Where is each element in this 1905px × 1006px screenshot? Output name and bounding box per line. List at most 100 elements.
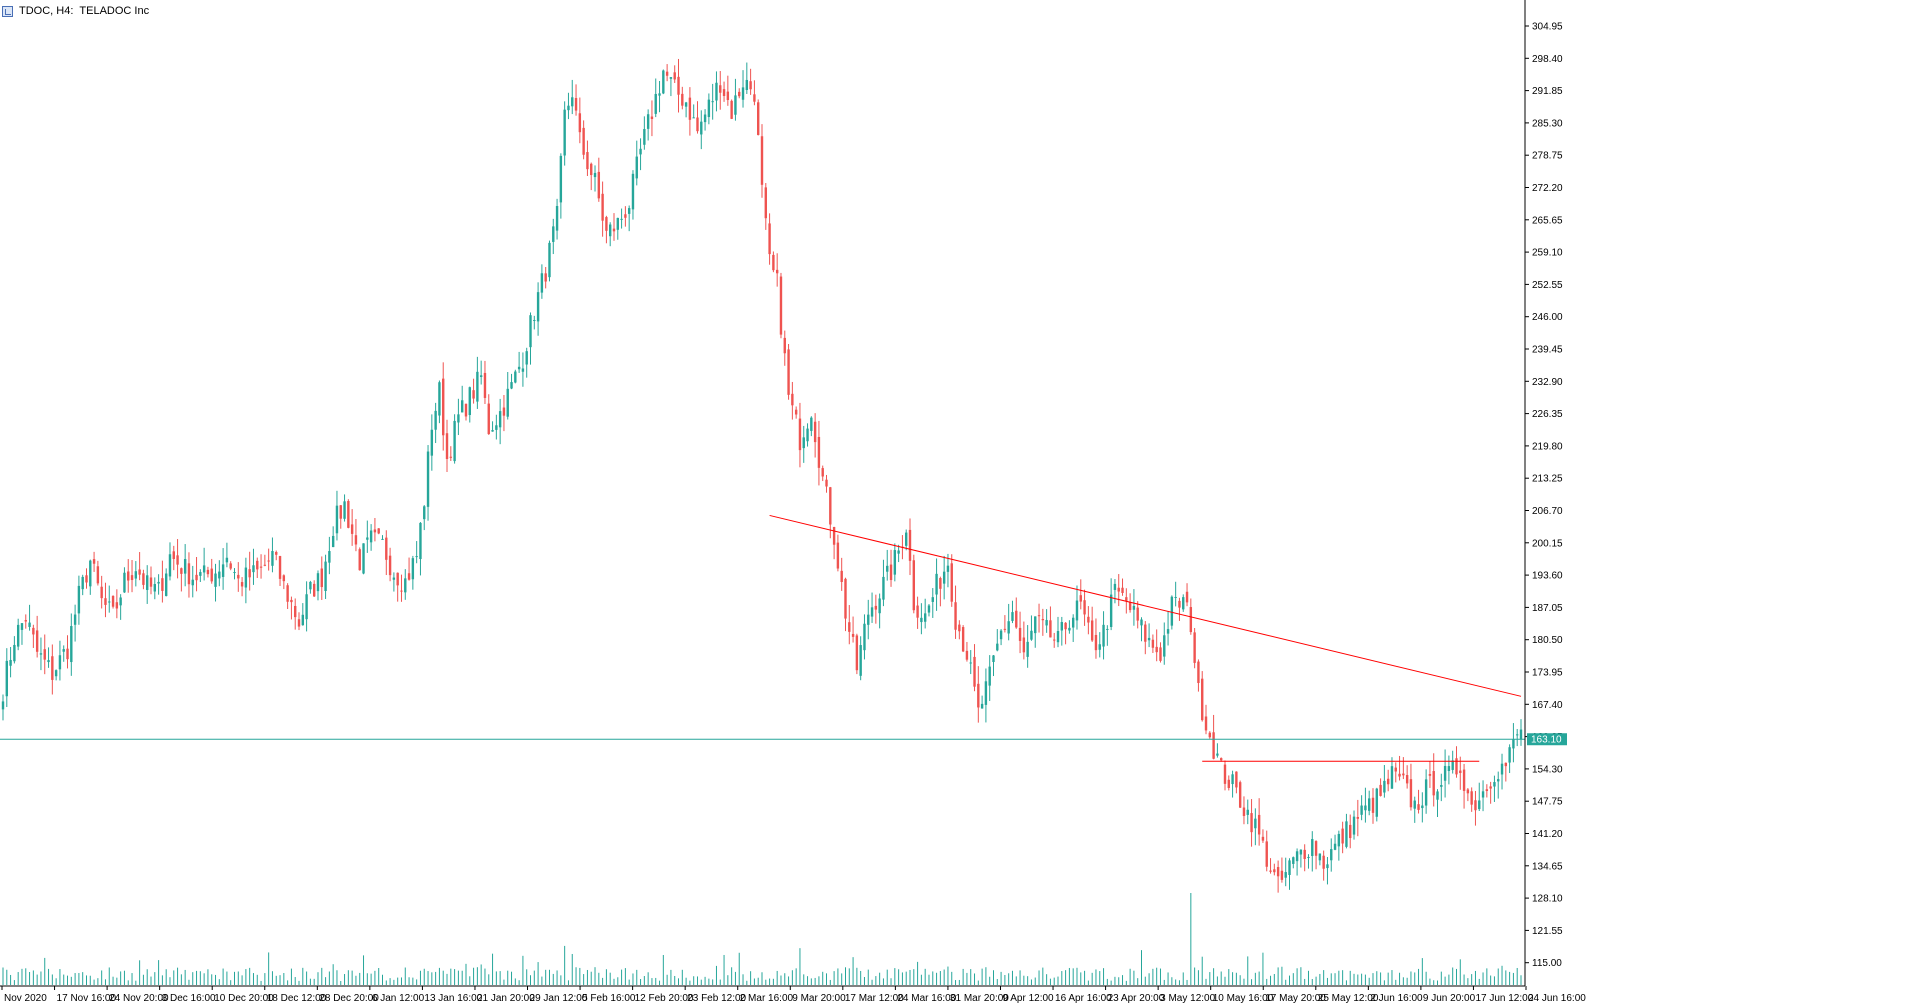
- candle-body: [172, 551, 175, 559]
- candle: [66, 635, 69, 669]
- candle: [1497, 771, 1500, 799]
- candle-body: [1018, 627, 1022, 641]
- candle-body: [1455, 758, 1458, 775]
- price-tick-label: 154.30: [1532, 764, 1563, 775]
- time-tick-label: 9 Mar 20:00: [792, 993, 846, 1004]
- candle: [130, 560, 134, 593]
- candle-body: [472, 390, 475, 399]
- price-tick-label: 239.45: [1532, 345, 1563, 356]
- candle: [423, 505, 426, 531]
- candle: [366, 520, 369, 553]
- candle: [517, 351, 521, 373]
- candle: [1360, 795, 1363, 821]
- candle-body: [1053, 639, 1056, 641]
- candle: [362, 543, 365, 575]
- candle: [1071, 614, 1075, 642]
- candle-body: [897, 550, 900, 554]
- candle: [453, 414, 456, 464]
- candle-body: [1474, 800, 1477, 811]
- candle: [146, 565, 149, 604]
- candle: [1402, 757, 1405, 780]
- candle: [1394, 762, 1397, 783]
- candle: [1368, 790, 1371, 816]
- candle-body: [1322, 855, 1325, 869]
- candle-body: [722, 89, 726, 96]
- candle-body: [1235, 771, 1238, 788]
- candle-body: [1421, 805, 1424, 809]
- candle: [855, 633, 859, 675]
- candle: [149, 566, 153, 595]
- candle-body: [817, 436, 821, 468]
- candle: [43, 634, 46, 675]
- candle-body: [1307, 856, 1310, 858]
- candle: [168, 542, 172, 581]
- candle: [70, 613, 73, 676]
- candle-body: [1151, 639, 1155, 648]
- candle-body: [426, 451, 430, 507]
- candle: [259, 554, 263, 579]
- candle: [263, 554, 267, 567]
- candle-body: [730, 100, 733, 119]
- candle: [335, 490, 339, 541]
- candle-body: [627, 208, 631, 214]
- price-tick-label: 121.55: [1532, 926, 1563, 937]
- volume-bars: [2, 893, 1522, 985]
- candle: [343, 494, 346, 522]
- candle-body: [434, 410, 437, 430]
- candle-body: [726, 91, 730, 101]
- candle: [851, 616, 855, 643]
- candle: [768, 213, 771, 265]
- candle: [582, 120, 585, 160]
- candle-body: [392, 577, 396, 580]
- candle-body: [1485, 789, 1489, 792]
- candle-body: [836, 542, 840, 569]
- candle-body: [684, 102, 688, 107]
- candle: [1364, 787, 1367, 823]
- candle-body: [1231, 774, 1234, 785]
- candle-body: [218, 571, 221, 579]
- candle-body: [1451, 760, 1454, 770]
- candle-body: [1257, 814, 1261, 835]
- candle: [1265, 830, 1268, 872]
- candle-body: [290, 599, 293, 603]
- candle-body: [741, 87, 745, 100]
- candle-body: [1125, 597, 1128, 601]
- candle-body: [1007, 621, 1010, 634]
- candle-body: [794, 409, 798, 415]
- candle: [1462, 763, 1466, 809]
- candle-body: [844, 578, 847, 619]
- candle: [89, 559, 92, 595]
- candle-body: [1049, 620, 1052, 638]
- time-tick-label: 17 Jun 12:00: [1475, 993, 1533, 1004]
- candle: [1307, 854, 1310, 869]
- candle: [711, 83, 714, 120]
- candle-body: [1379, 784, 1382, 796]
- candle-body: [1121, 587, 1124, 593]
- candle: [354, 518, 358, 552]
- candle: [1053, 632, 1056, 648]
- candle-body: [908, 529, 912, 561]
- candle: [320, 556, 323, 600]
- candle-body: [745, 79, 749, 91]
- candle: [609, 222, 612, 247]
- candle: [316, 570, 320, 601]
- candle-body: [612, 228, 616, 232]
- candle-body: [1189, 607, 1193, 633]
- candle: [161, 560, 164, 603]
- candle-body: [146, 575, 149, 590]
- candle-body: [1030, 630, 1033, 640]
- trendline[interactable]: [769, 514, 1522, 697]
- candle-body: [1478, 800, 1481, 810]
- candle-body: [1178, 600, 1181, 608]
- candle-body: [100, 586, 103, 599]
- candle: [639, 138, 642, 171]
- candle-body: [385, 537, 388, 560]
- candle: [1424, 769, 1428, 814]
- candle-body: [468, 387, 471, 416]
- candle: [601, 181, 604, 237]
- candle-body: [798, 418, 802, 451]
- candle: [1299, 849, 1303, 868]
- candle: [612, 213, 616, 241]
